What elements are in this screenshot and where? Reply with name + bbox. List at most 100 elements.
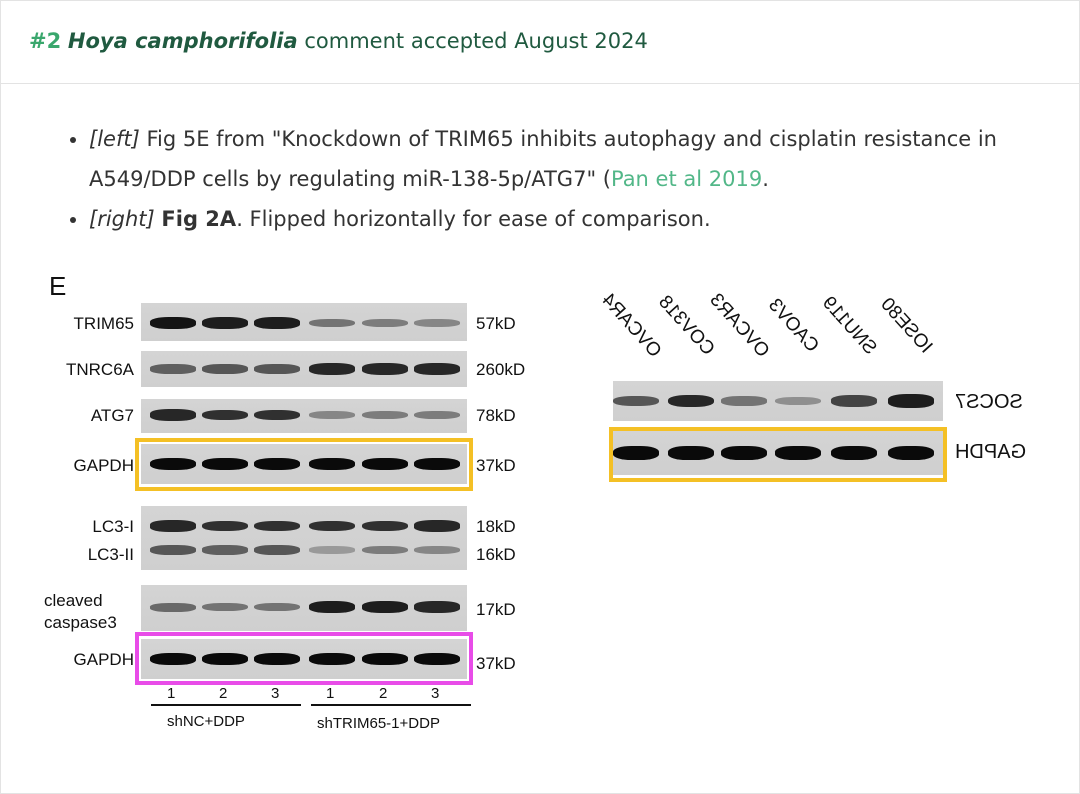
blot-band: [202, 602, 248, 612]
blot-band: [414, 520, 460, 532]
note-text-end: .: [762, 167, 769, 191]
row-label: TNRC6A: [65, 360, 134, 379]
blot-band: [254, 653, 300, 665]
blot-band: [613, 446, 659, 460]
blot-band: [254, 458, 300, 470]
blot-band: [414, 545, 460, 555]
row-label: ATG7: [90, 406, 134, 425]
blot-band: [668, 394, 714, 408]
blot-band: [150, 364, 196, 374]
blot-band: [613, 395, 659, 407]
molecular-weight-label: 37kD: [476, 456, 516, 475]
blot-band: [414, 410, 460, 420]
citation-link[interactable]: Pan et al 2019: [610, 167, 763, 191]
molecular-weight-label: 57kD: [476, 314, 516, 333]
blot-band: [202, 520, 248, 532]
comment-status: comment accepted August 2024: [304, 29, 648, 53]
blot-band: [775, 396, 821, 406]
blot-band: [150, 409, 196, 421]
molecular-weight-label: 17kD: [476, 600, 516, 619]
blot-band: [831, 395, 877, 407]
molecular-weight-label: 260kD: [476, 360, 526, 379]
blot-band: [414, 363, 460, 375]
group-underline: [311, 704, 471, 706]
blot-band: [150, 545, 196, 555]
blot-band: [721, 396, 767, 406]
blot-band: [414, 601, 460, 613]
blot-band: [362, 601, 408, 613]
blot-band: [362, 653, 408, 665]
blot-band: [202, 458, 248, 470]
blot-band: [362, 318, 408, 328]
lane-number: 2: [379, 685, 388, 702]
blot-band: [150, 602, 196, 612]
group-label: shNC+DDP: [167, 713, 245, 730]
molecular-weight-label: 37kD: [476, 654, 516, 673]
blot-band: [309, 520, 355, 532]
note-tag: [left]: [89, 127, 140, 151]
group-label: shTRIM65-1+DDP: [317, 715, 440, 732]
blot-band: [668, 446, 714, 460]
blot-band: [309, 546, 355, 554]
blot-strip: [141, 506, 467, 570]
note-tag: [right]: [89, 207, 155, 231]
note-right: [right] Fig 2A. Flipped horizontally for…: [89, 199, 1049, 239]
highlight-box-gapdh-1: [135, 438, 473, 491]
blot-band: [414, 458, 460, 470]
blot-band: [202, 317, 248, 329]
blot-band: [254, 317, 300, 329]
blot-band: [831, 446, 877, 460]
note-bold: Fig 2A: [161, 207, 237, 231]
blot-band: [309, 363, 355, 375]
note-text: Fig 5E from "Knockdown of TRIM65 inhibit…: [89, 127, 997, 191]
blot-band: [254, 520, 300, 532]
blot-band: [309, 458, 355, 470]
blot-band: [254, 364, 300, 374]
lane-number: 2: [219, 685, 228, 702]
blot-band: [414, 318, 460, 328]
molecular-weight-label: 16kD: [476, 545, 516, 564]
blot-band: [362, 545, 408, 555]
row-label: GAPDH: [73, 650, 134, 669]
comment-number: #2: [29, 29, 62, 53]
row-label: GAPDH: [73, 456, 134, 475]
highlight-box-gapdh-2: [135, 632, 473, 685]
blot-band: [888, 446, 934, 460]
lane-number: 1: [326, 685, 335, 702]
lane-number: 3: [271, 685, 280, 702]
blot-band: [202, 364, 248, 374]
blot-band: [309, 410, 355, 420]
comment-header: #2 Hoya camphorifolia comment accepted A…: [1, 1, 1079, 84]
blot-band: [150, 653, 196, 665]
blot-band: [414, 653, 460, 665]
panel-letter: E: [49, 271, 67, 301]
blot-band: [202, 409, 248, 421]
species-name: Hoya camphorifolia: [67, 29, 298, 53]
blot-band: [254, 545, 300, 555]
blot-band: [362, 520, 408, 532]
blot-band: [309, 318, 355, 328]
blot-band: [150, 520, 196, 532]
notes-list: [left] Fig 5E from "Knockdown of TRIM65 …: [61, 119, 1049, 239]
blot-band: [254, 409, 300, 421]
row-label: TRIM65: [73, 314, 134, 333]
row-label: SOCS7: [955, 391, 1023, 413]
lane-number: 1: [167, 685, 176, 702]
row-label: LC3-I: [92, 517, 134, 536]
blot-band: [775, 446, 821, 460]
blot-band: [150, 317, 196, 329]
comment-title: #2 Hoya camphorifolia comment accepted A…: [29, 29, 648, 53]
molecular-weight-label: 78kD: [476, 406, 516, 425]
note-left: [left] Fig 5E from "Knockdown of TRIM65 …: [89, 119, 1049, 199]
blot-band: [362, 458, 408, 470]
row-label: LC3-II: [87, 545, 134, 564]
group-underline: [151, 704, 301, 706]
molecular-weight-label: 18kD: [476, 517, 516, 536]
note-text: . Flipped horizontally for ease of compa…: [236, 207, 711, 231]
lane-number: 3: [431, 685, 440, 702]
highlight-box-gapdh-right: [609, 427, 947, 482]
blot-band: [254, 602, 300, 612]
blot-band: [202, 653, 248, 665]
blot-band: [309, 601, 355, 613]
